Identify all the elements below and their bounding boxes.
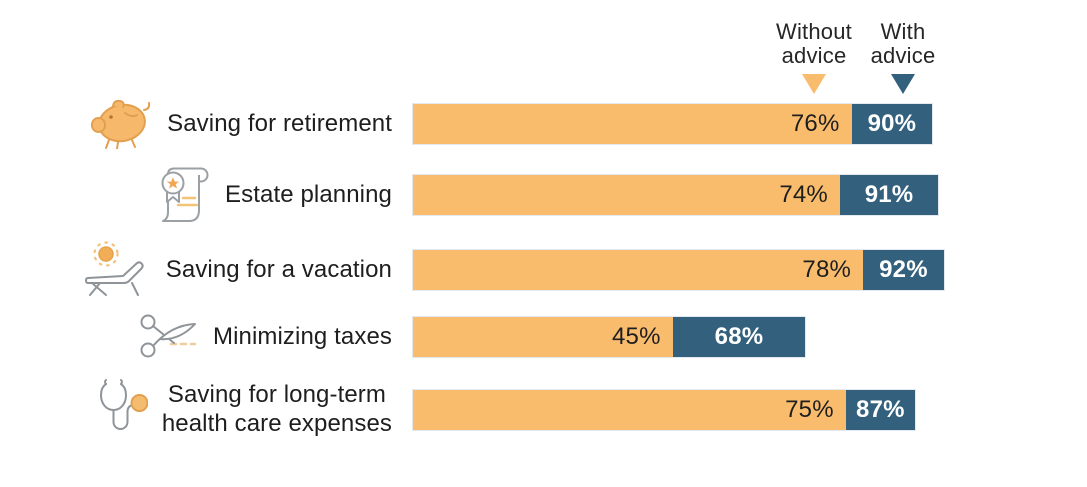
legend-with-line2: advice bbox=[870, 43, 936, 68]
legend-with-advice: With advice bbox=[841, 20, 965, 94]
category-header: Saving for a vacation bbox=[0, 241, 392, 296]
without-advice-value-label: 76% bbox=[790, 110, 840, 137]
without-advice-segment: 78% bbox=[413, 250, 864, 290]
with-advice-value-label: 90% bbox=[867, 110, 917, 137]
category-label: Minimizing taxes bbox=[213, 322, 392, 350]
scissors-icon bbox=[137, 311, 199, 361]
legend-with-line1: With bbox=[880, 19, 926, 44]
comparison-bar: 75% 87% bbox=[412, 389, 916, 431]
without-advice-value-label: 78% bbox=[802, 256, 852, 283]
scroll-certificate-icon bbox=[157, 162, 211, 226]
category-header: Minimizing taxes bbox=[0, 314, 392, 358]
without-advice-segment: 45% bbox=[413, 317, 673, 357]
without-advice-segment: 75% bbox=[413, 390, 846, 430]
with-advice-segment: 68% bbox=[672, 317, 806, 357]
category-header: Saving for retirement bbox=[0, 99, 392, 149]
legend-without-advice: Without advice bbox=[752, 20, 876, 94]
category-label: Saving for long-term health care expense… bbox=[161, 381, 392, 437]
without-advice-value-label: 74% bbox=[779, 181, 828, 208]
with-advice-segment: 91% bbox=[839, 175, 939, 215]
legend-without-label: Without advice bbox=[752, 20, 876, 68]
without-advice-marker-triangle-icon bbox=[802, 74, 826, 94]
lounge-chair-sun-icon bbox=[82, 241, 152, 297]
with-advice-marker-triangle-icon bbox=[891, 74, 915, 94]
without-advice-segment: 74% bbox=[413, 175, 840, 215]
with-advice-value-label: 92% bbox=[879, 256, 928, 283]
with-advice-segment: 90% bbox=[851, 104, 933, 144]
comparison-bar: 45% 68% bbox=[412, 316, 807, 358]
category-label: Saving for a vacation bbox=[165, 255, 392, 283]
with-advice-value-label: 68% bbox=[714, 323, 764, 350]
with-advice-value-label: 87% bbox=[856, 396, 905, 423]
with-advice-segment: 87% bbox=[845, 390, 915, 430]
category-header: Estate planning bbox=[0, 167, 392, 222]
comparison-bar: 76% 90% bbox=[412, 103, 934, 145]
with-advice-segment: 92% bbox=[863, 250, 944, 290]
without-advice-value-label: 75% bbox=[785, 396, 834, 423]
without-advice-value-label: 45% bbox=[612, 323, 661, 350]
category-label: Estate planning bbox=[225, 180, 392, 208]
comparison-bar: 74% 91% bbox=[412, 174, 940, 216]
legend-with-label: With advice bbox=[841, 20, 965, 68]
with-advice-value-label: 91% bbox=[864, 181, 914, 208]
category-header: Saving for long-term health care expense… bbox=[0, 379, 392, 437]
legend-without-line2: advice bbox=[781, 43, 847, 68]
comparison-bar: 78% 92% bbox=[412, 249, 945, 291]
category-label: Saving for retirement bbox=[167, 109, 392, 137]
without-advice-segment: 76% bbox=[413, 104, 852, 144]
legend-without-line1: Without bbox=[776, 19, 852, 44]
piggy-bank-icon bbox=[89, 97, 153, 149]
stethoscope-icon bbox=[96, 377, 148, 441]
